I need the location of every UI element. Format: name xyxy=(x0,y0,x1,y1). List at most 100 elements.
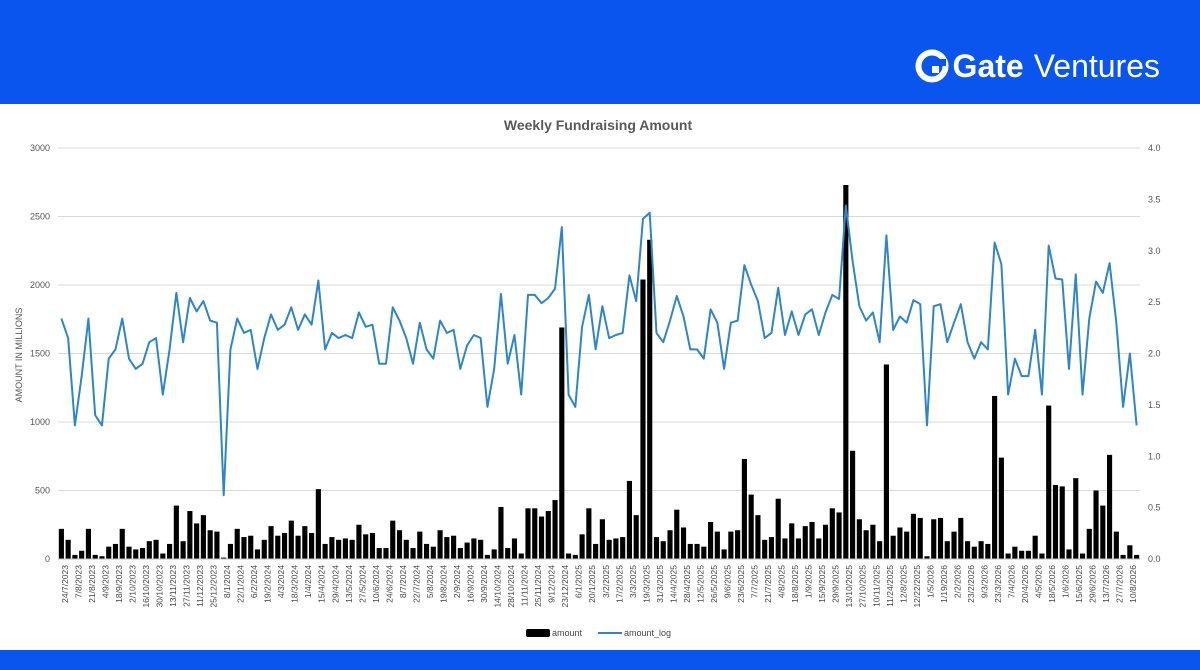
x-tick-label: 19/8/2024 xyxy=(438,565,448,603)
amount-bar xyxy=(606,539,612,559)
amount-bar xyxy=(850,450,856,559)
y2-tick-label: 3.0 xyxy=(1148,246,1161,256)
x-tick-label: 24/6/2024 xyxy=(384,565,394,603)
amount-bar xyxy=(964,541,971,559)
amount-bar xyxy=(309,532,315,559)
x-tick-label: 12/22/2025 xyxy=(912,565,922,608)
amount-bar xyxy=(491,549,497,559)
amount-bar xyxy=(471,538,477,559)
x-tick-label: 11/12/2023 xyxy=(195,565,205,607)
amount-bar xyxy=(1127,545,1133,559)
amount-bar xyxy=(883,364,889,559)
amount-bar xyxy=(106,546,112,559)
x-tick-label: 23/3/2026 xyxy=(993,565,1003,603)
amount-log-line xyxy=(60,204,1138,497)
amount-bar xyxy=(971,546,977,559)
y2-tick-label: 0.5 xyxy=(1148,503,1161,513)
amount-bar xyxy=(985,543,991,559)
amount-bar xyxy=(112,543,119,559)
amount-bar xyxy=(261,539,267,559)
amount-bar xyxy=(356,524,362,559)
x-tick-label: 23/6/2025 xyxy=(736,565,746,603)
amount-bar xyxy=(430,546,436,559)
amount-bar xyxy=(478,539,484,559)
amount-bar xyxy=(789,523,795,559)
x-axis-ticks: 24/7/2023 7/8/2023 21/8/2023 4/9/2023 18/9/2… xyxy=(60,565,1138,608)
amount-bar xyxy=(890,535,896,559)
amount-bar xyxy=(1066,549,1072,559)
x-tick-label: 15/6/2025 xyxy=(1074,565,1084,603)
x-tick-label: 21/8/2023 xyxy=(87,565,97,603)
amount-bar xyxy=(1120,554,1126,559)
amount-bar xyxy=(660,541,666,559)
amount-bar xyxy=(647,239,653,560)
amount-bar xyxy=(613,538,619,559)
amount-bar xyxy=(802,526,808,559)
amount-bar xyxy=(897,527,903,559)
x-tick-label: 13/10/2025 xyxy=(844,565,854,608)
amount-bar xyxy=(1012,546,1018,559)
gate-logo-icon xyxy=(915,49,949,83)
amount-bar xyxy=(1052,485,1059,559)
amount-bar xyxy=(593,543,599,559)
x-tick-label: 1/19/2026 xyxy=(939,565,949,603)
x-tick-label: 6/1/2025 xyxy=(574,565,584,598)
y2-axis-ticks: 0.0 0.5 1.0 1.5 2.0 2.5 3.0 3.5 4.0 xyxy=(1148,143,1161,564)
x-tick-label: 25/11/2024 xyxy=(533,565,543,607)
x-tick-label: 27/11/2023 xyxy=(181,565,191,607)
legend: amount amount_log xyxy=(526,628,671,638)
amount-bar xyxy=(234,528,240,559)
amount-bar xyxy=(329,537,335,559)
amount-bar xyxy=(207,530,213,559)
x-tick-label: 18/8/2025 xyxy=(790,565,800,603)
amount-bar xyxy=(944,541,950,559)
amount-bar xyxy=(559,327,565,559)
amount-bar xyxy=(917,517,923,559)
amount-bar xyxy=(870,524,876,559)
amount-bar xyxy=(782,538,788,559)
amount-bar xyxy=(572,554,578,559)
amount-bar xyxy=(937,517,944,559)
amount-bar xyxy=(417,531,423,559)
amount-bar xyxy=(640,279,646,559)
x-tick-label: 9/12/2024 xyxy=(547,565,557,603)
amount-bar xyxy=(187,511,193,559)
x-tick-label: 31/3/2025 xyxy=(655,565,665,603)
amount-bar xyxy=(525,508,531,559)
x-tick-label: 4/5/2026 xyxy=(1034,565,1044,598)
amount-bar xyxy=(714,531,720,559)
amount-bar xyxy=(85,528,91,559)
x-tick-label: 24/7/2023 xyxy=(60,565,70,603)
amount-bar xyxy=(410,548,416,559)
x-tick-label: 22/7/2024 xyxy=(411,565,421,603)
y2-tick-label: 1.0 xyxy=(1148,451,1161,461)
amount-bar xyxy=(633,515,639,559)
x-tick-label: 18/3/2024 xyxy=(290,565,300,603)
amount-bar xyxy=(342,538,348,559)
amount-bar xyxy=(863,530,869,559)
amount-bar xyxy=(795,538,802,559)
amount-bar xyxy=(877,541,883,559)
amount-bar xyxy=(457,548,463,559)
amount-bar xyxy=(200,515,206,559)
amount-bar xyxy=(545,511,551,559)
amount-bar xyxy=(1093,490,1099,559)
y-tick-label: 3000 xyxy=(30,143,50,153)
amount-bar xyxy=(680,527,687,559)
y-tick-label: 0 xyxy=(45,554,50,564)
x-tick-label: 26/5/2025 xyxy=(709,565,719,603)
amount-bar xyxy=(579,534,585,559)
amount-bar xyxy=(288,520,294,559)
x-tick-label: 3/2/2025 xyxy=(601,565,611,598)
x-tick-label: 7/7/2025 xyxy=(750,565,760,598)
amount-bar xyxy=(281,532,288,559)
amount-bar xyxy=(843,184,849,559)
amount-bar xyxy=(72,554,78,559)
x-tick-label: 11/11/2024 xyxy=(520,565,530,607)
amount-bar xyxy=(910,513,917,559)
amount-bar xyxy=(423,543,430,559)
amount-bar xyxy=(667,530,673,559)
y-axis-ticks: 0 500 1000 1500 2000 2500 3000 xyxy=(30,143,50,564)
y-tick-label: 2000 xyxy=(30,280,50,290)
amount-bar xyxy=(126,546,132,559)
